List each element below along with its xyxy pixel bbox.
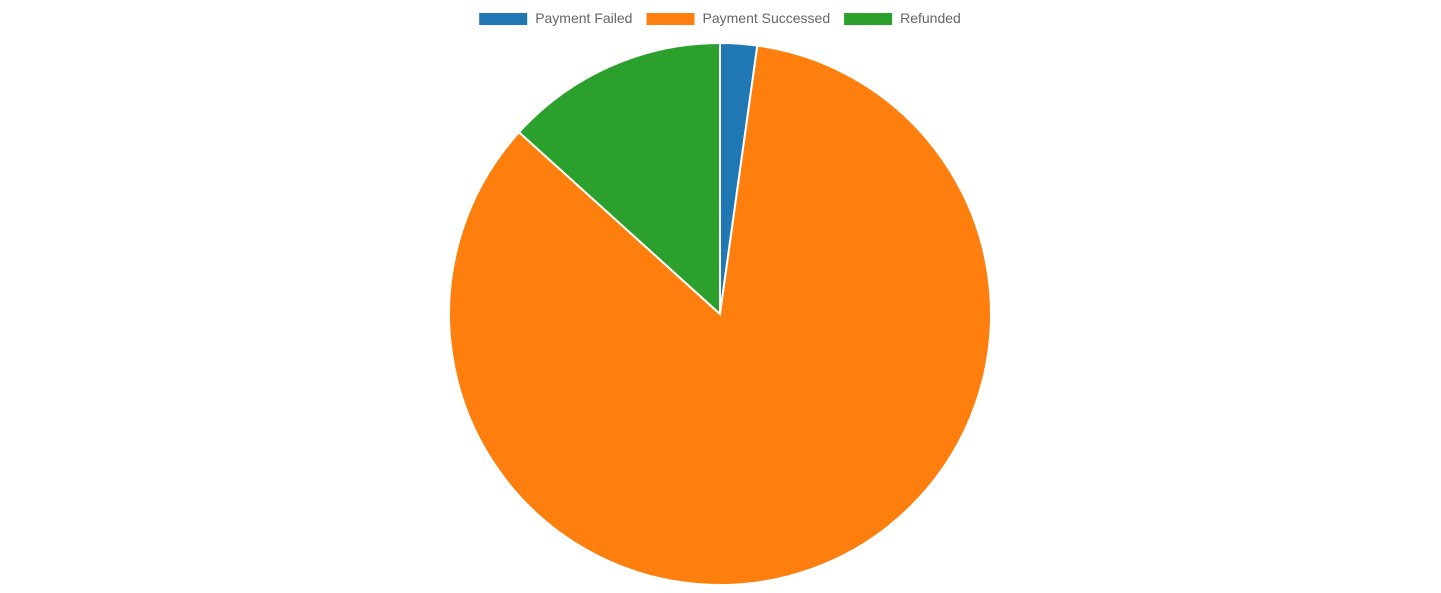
legend-item-payment-failed[interactable]: Payment Failed [479, 10, 632, 26]
chart-legend: Payment Failed Payment Successed Refunded [479, 10, 961, 26]
legend-swatch-refunded [844, 13, 893, 25]
pie-slices [448, 41, 992, 586]
legend-swatch-payment-successed [646, 13, 695, 25]
legend-item-refunded[interactable]: Refunded [844, 10, 961, 26]
legend-label-payment-failed: Payment Failed [535, 10, 632, 26]
legend-swatch-payment-failed [479, 13, 528, 25]
legend-item-payment-successed[interactable]: Payment Successed [646, 10, 831, 26]
pie-slice-refunded[interactable] [517, 41, 721, 317]
legend-label-payment-successed: Payment Successed [703, 10, 831, 26]
legend-label-refunded: Refunded [900, 10, 961, 26]
